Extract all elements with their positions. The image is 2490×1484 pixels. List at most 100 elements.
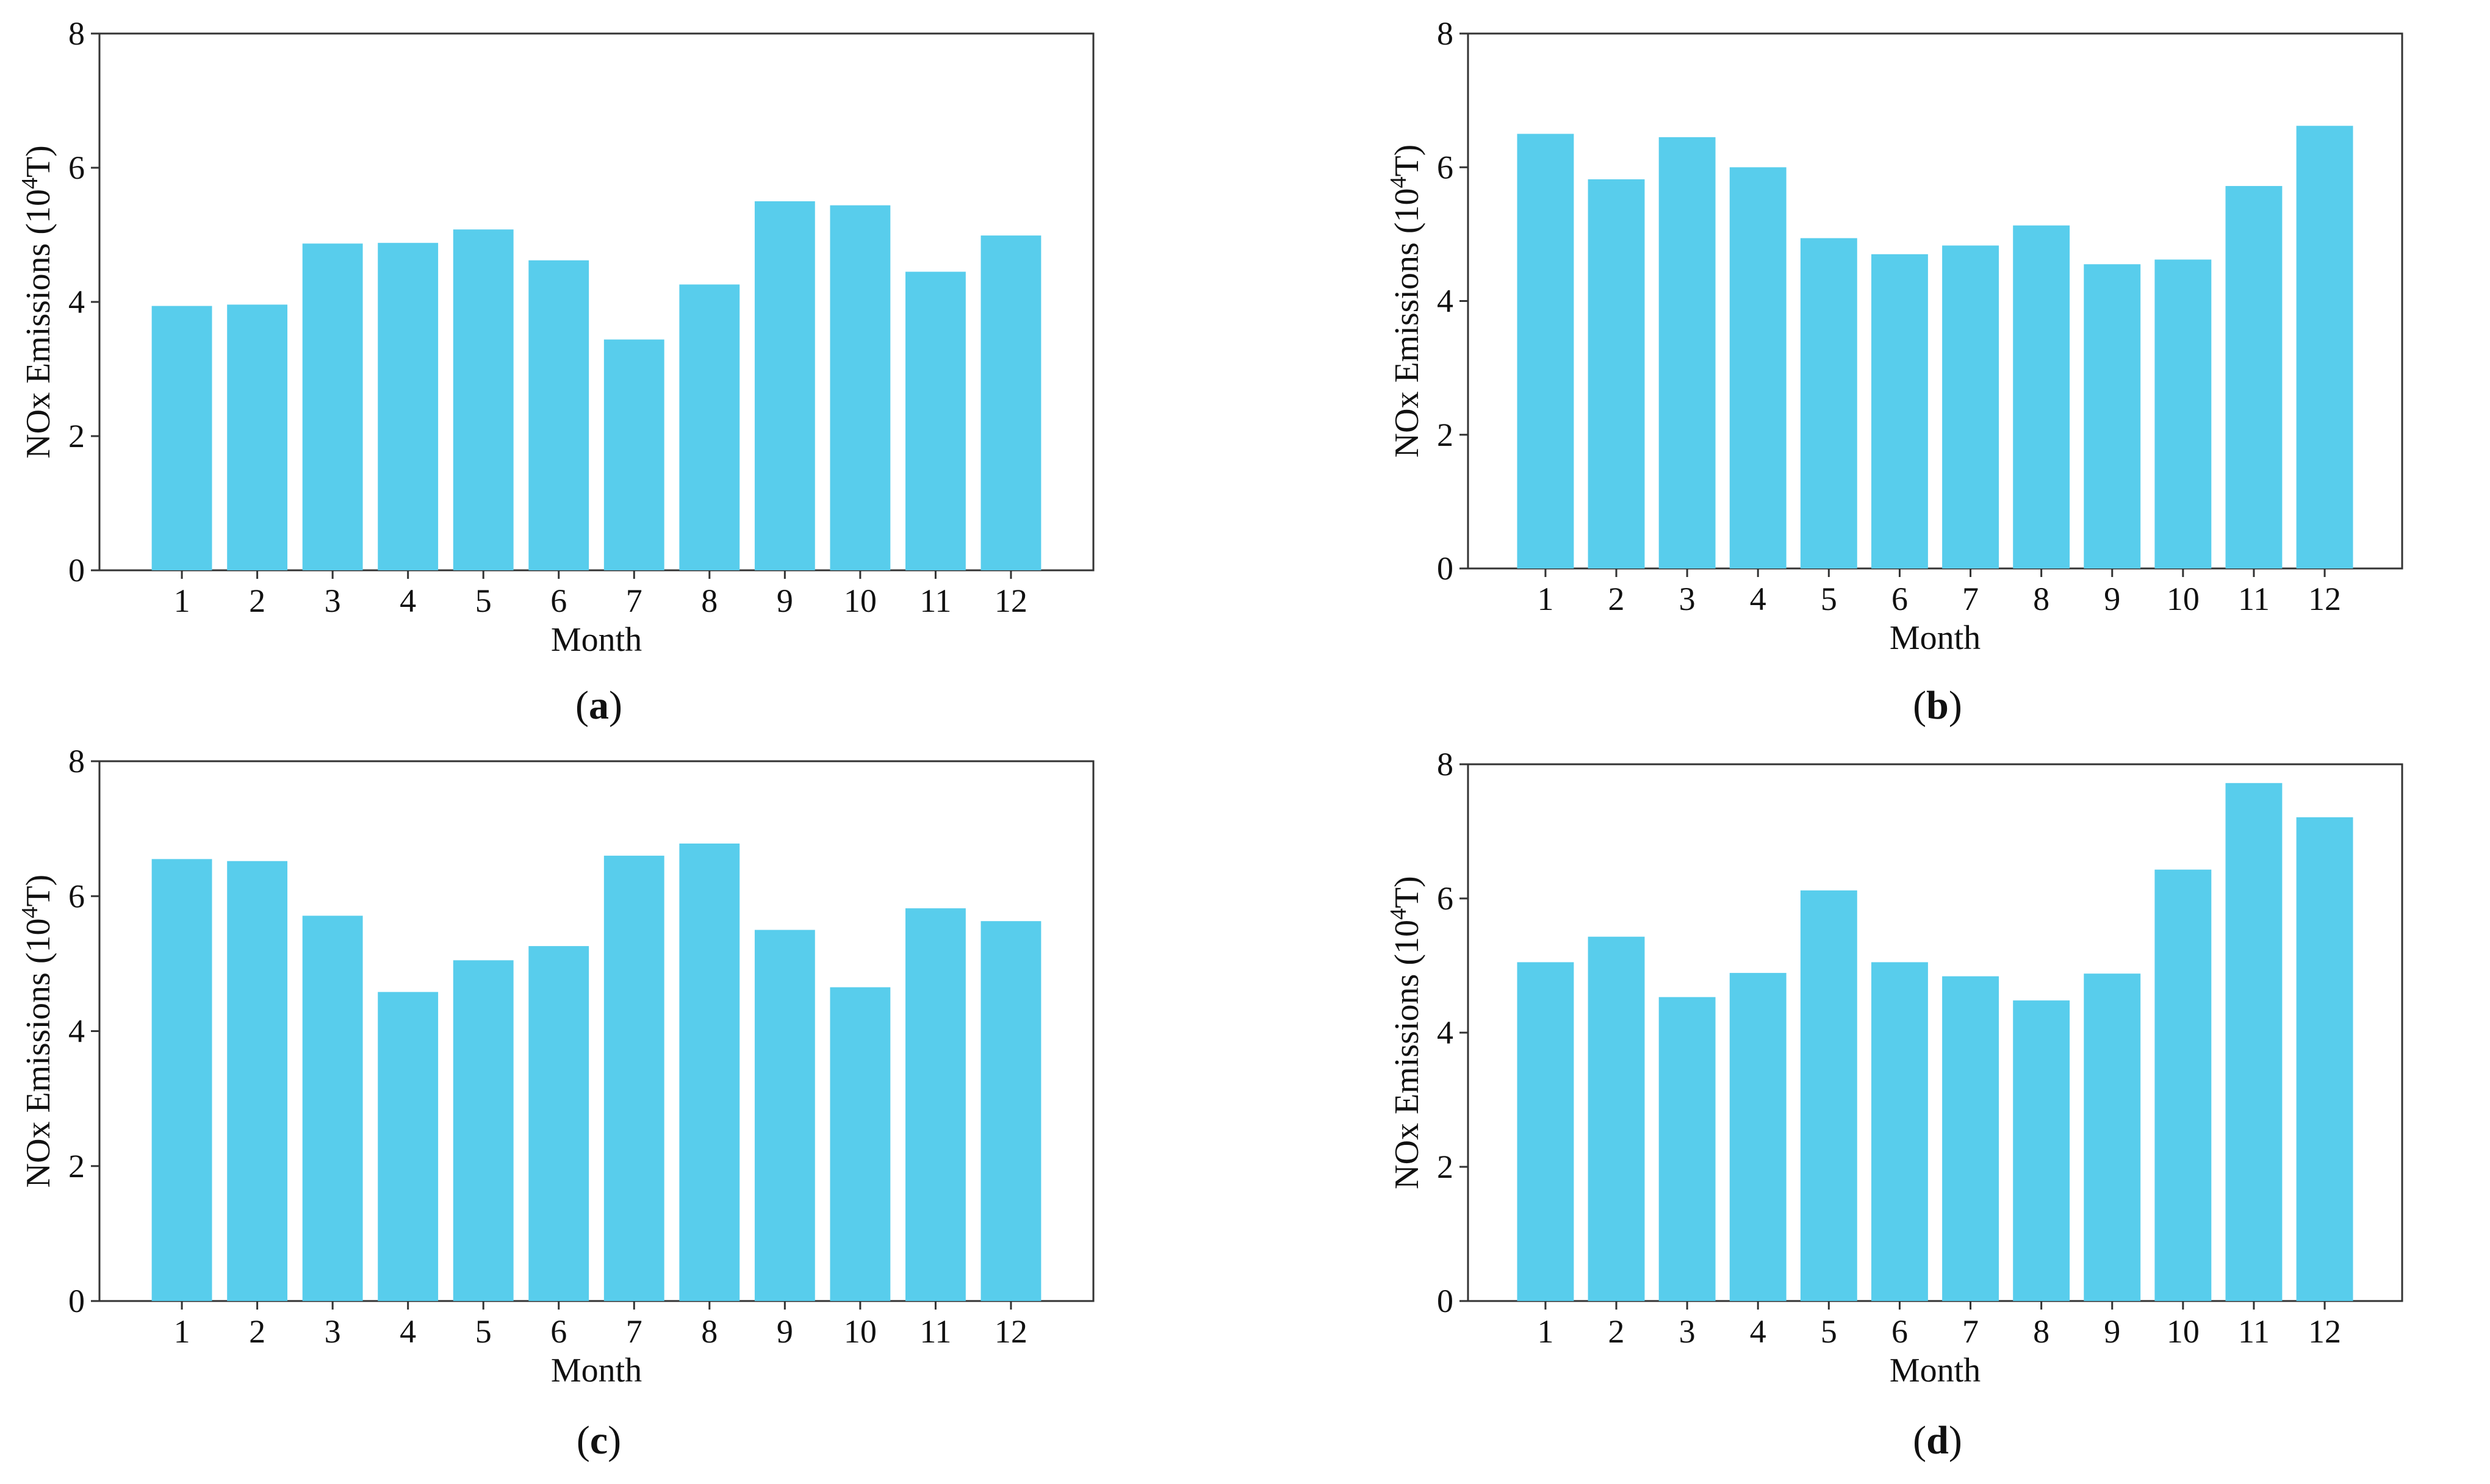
bar-month-5: [453, 960, 514, 1301]
x-tick-label: 7: [1962, 581, 1979, 617]
bar-month-10: [830, 205, 891, 571]
x-tick-label: 1: [174, 1313, 190, 1350]
panel-label: (d): [1913, 1418, 1962, 1463]
x-tick-label: 7: [626, 1313, 642, 1350]
x-tick-label: 7: [1962, 1313, 1979, 1350]
bar-month-6: [528, 260, 589, 570]
bar-month-7: [603, 339, 664, 570]
y-tick-label: 4: [1437, 1014, 1453, 1051]
bar-month-12: [981, 235, 1042, 571]
y-tick-label: 0: [68, 1283, 85, 1319]
bar-month-10: [2154, 869, 2212, 1301]
x-tick-label: 10: [2167, 1313, 2200, 1350]
x-tick-label: 4: [1750, 1313, 1766, 1350]
bar-month-9: [2084, 973, 2141, 1301]
x-tick-label: 11: [919, 1313, 951, 1350]
panel-label: (a): [575, 683, 622, 728]
y-axis-title: NOx Emissions (104T): [17, 875, 57, 1188]
x-tick-label: 7: [626, 582, 642, 619]
bar-month-2: [1588, 179, 1645, 568]
x-tick-label: 12: [2308, 581, 2341, 617]
x-tick-label: 6: [1891, 581, 1908, 617]
x-tick-label: 3: [325, 1313, 341, 1350]
y-axis-title: NOx Emissions (104T): [1386, 145, 1426, 458]
x-tick-label: 12: [995, 1313, 1027, 1350]
bar-month-9: [754, 201, 815, 570]
bar-month-11: [2225, 783, 2283, 1301]
y-tick-label: 6: [1437, 880, 1453, 917]
bar-month-1: [1517, 134, 1574, 568]
y-tick-label: 2: [68, 418, 85, 454]
bar-month-3: [1658, 997, 1716, 1301]
bar-month-7: [1942, 976, 1999, 1301]
bar-month-9: [754, 930, 815, 1301]
y-tick-label: 0: [1437, 550, 1453, 587]
x-tick-label: 9: [777, 582, 793, 619]
bar-month-6: [1871, 254, 1928, 568]
y-tick-label: 4: [68, 284, 85, 320]
y-tick-label: 4: [68, 1013, 85, 1050]
y-tick-label: 6: [68, 878, 85, 914]
bar-month-7: [1942, 245, 1999, 569]
x-tick-label: 2: [1608, 581, 1625, 617]
x-tick-label: 4: [1750, 581, 1766, 617]
bar-month-1: [151, 306, 212, 570]
x-axis-title: Month: [551, 1352, 642, 1389]
x-axis-title: Month: [551, 621, 642, 659]
bar-month-8: [679, 284, 740, 570]
bar-month-4: [378, 243, 439, 570]
y-tick-label: 8: [1437, 746, 1453, 783]
bar-month-3: [302, 243, 363, 570]
y-axis-title: NOx Emissions (104T): [17, 145, 57, 459]
x-tick-label: 3: [325, 582, 341, 619]
x-tick-label: 11: [2238, 1313, 2270, 1350]
x-tick-label: 2: [1608, 1313, 1625, 1350]
y-tick-label: 2: [1437, 1149, 1453, 1185]
x-axis-title: Month: [1890, 1352, 1981, 1389]
x-tick-label: 9: [2104, 1313, 2120, 1350]
x-tick-label: 9: [777, 1313, 793, 1350]
x-tick-label: 6: [1891, 1313, 1908, 1350]
bar-month-1: [1517, 962, 1574, 1301]
bar-month-11: [905, 908, 966, 1301]
x-tick-label: 2: [249, 582, 265, 619]
bar-month-3: [302, 916, 363, 1301]
x-tick-label: 10: [844, 582, 877, 619]
y-tick-label: 4: [1437, 283, 1453, 320]
bar-month-9: [2084, 264, 2141, 568]
x-tick-label: 1: [1537, 1313, 1553, 1350]
x-tick-label: 11: [2238, 581, 2270, 617]
y-tick-label: 8: [1437, 15, 1453, 52]
x-tick-label: 5: [475, 1313, 492, 1350]
bar-month-12: [2296, 817, 2353, 1301]
panel-label: (b): [1913, 683, 1962, 728]
bar-month-11: [905, 271, 966, 570]
x-tick-label: 8: [701, 582, 718, 619]
bar-month-12: [981, 921, 1042, 1301]
x-tick-label: 3: [1679, 581, 1696, 617]
x-tick-label: 8: [2033, 581, 2049, 617]
y-tick-label: 6: [1437, 149, 1453, 185]
bar-month-2: [227, 304, 288, 570]
x-tick-label: 10: [844, 1313, 877, 1350]
x-tick-label: 6: [550, 582, 567, 619]
bar-month-2: [227, 861, 288, 1301]
x-tick-label: 8: [701, 1313, 718, 1350]
x-tick-label: 12: [2308, 1313, 2341, 1350]
y-tick-label: 8: [68, 15, 85, 52]
x-tick-label: 8: [2033, 1313, 2049, 1350]
y-tick-label: 2: [68, 1148, 85, 1185]
bar-month-8: [679, 843, 740, 1301]
bar-month-8: [2013, 225, 2070, 568]
x-tick-label: 6: [550, 1313, 567, 1350]
x-tick-label: 5: [475, 582, 492, 619]
bar-month-7: [603, 855, 664, 1301]
bar-month-4: [378, 992, 439, 1301]
x-tick-label: 3: [1679, 1313, 1696, 1350]
bar-month-12: [2296, 126, 2353, 569]
bar-month-5: [1800, 890, 1857, 1301]
panel-label: (c): [577, 1418, 621, 1463]
